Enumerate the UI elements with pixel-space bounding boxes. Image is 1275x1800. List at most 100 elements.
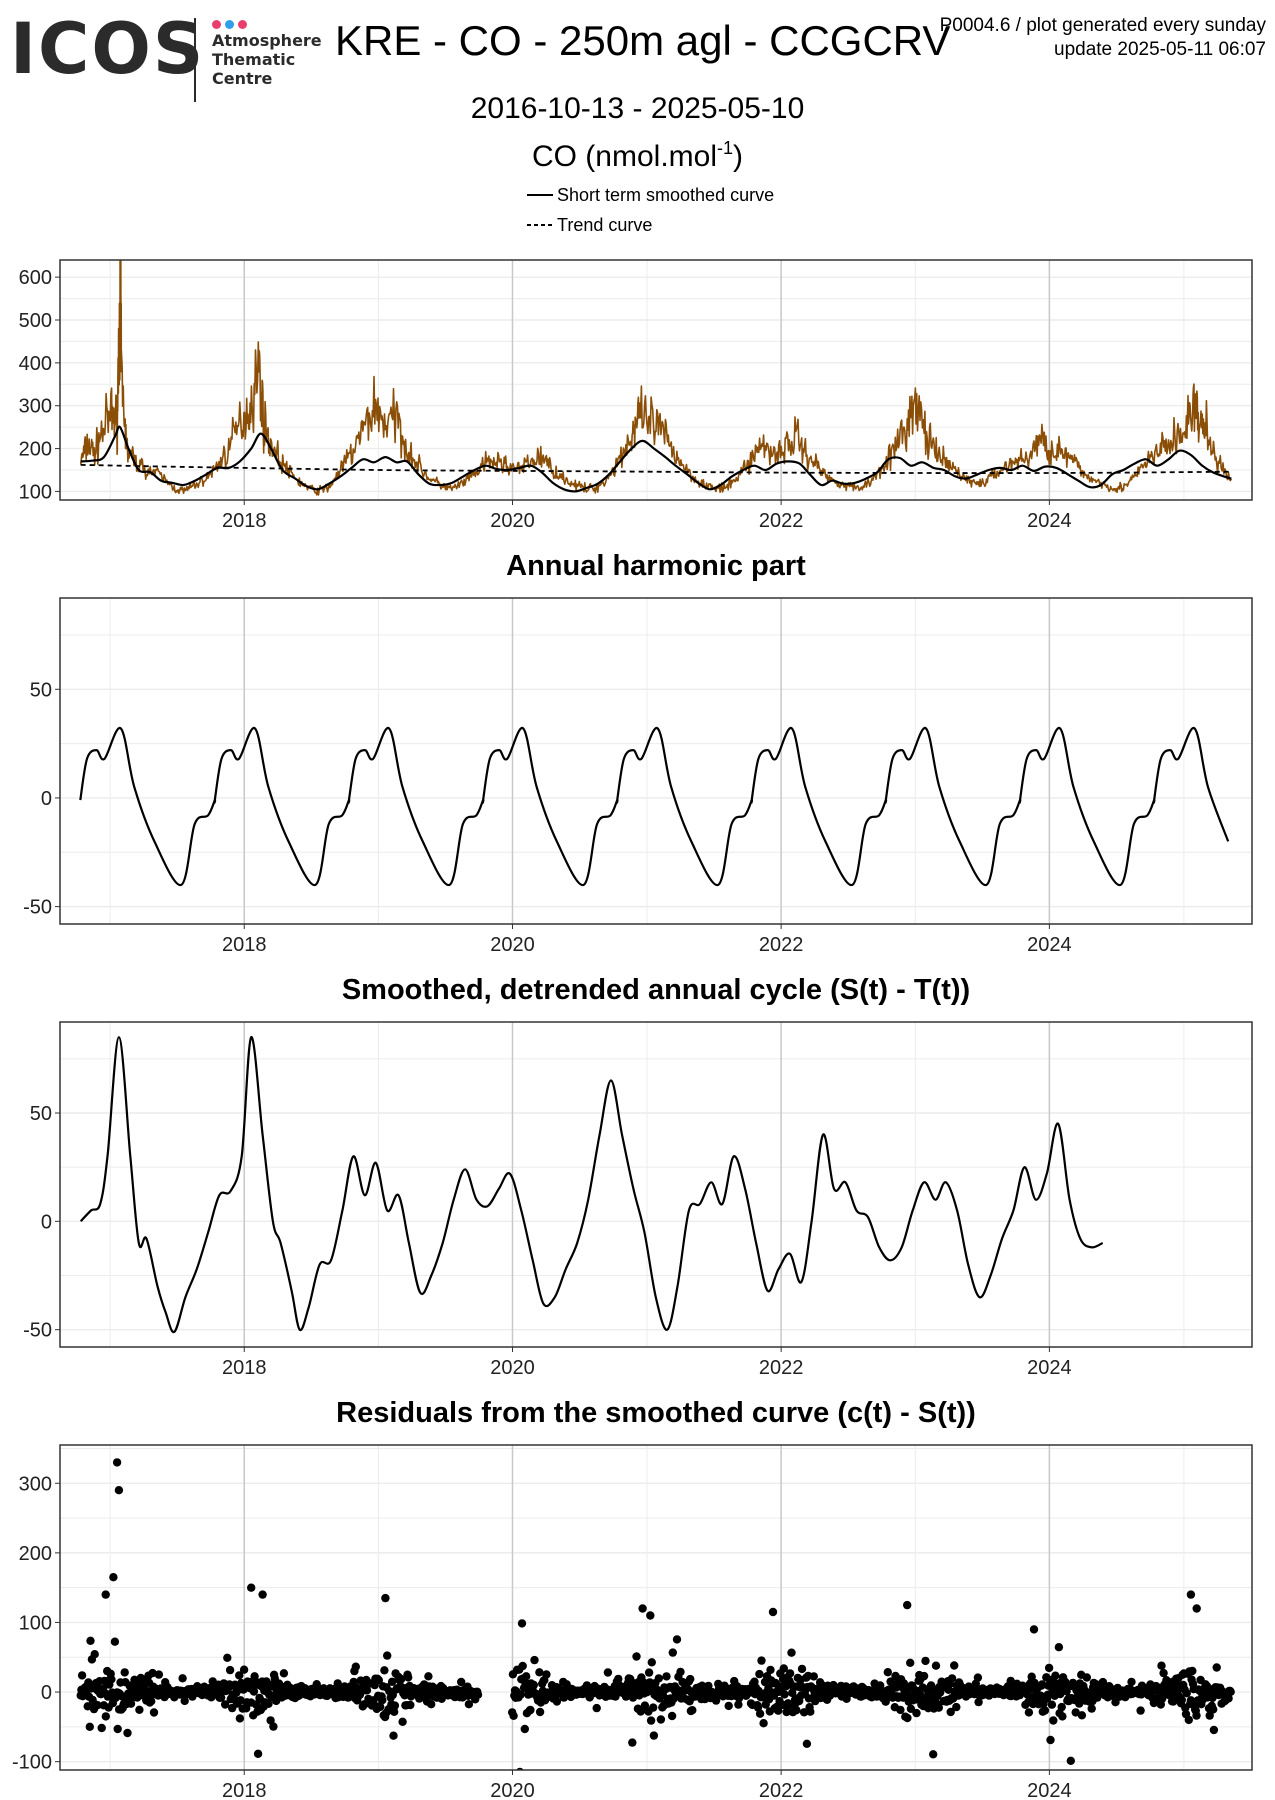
residual-point xyxy=(389,1731,398,1740)
residual-point xyxy=(1024,1708,1034,1717)
residual-point xyxy=(919,1671,929,1681)
legend-label-trend: Trend curve xyxy=(557,214,653,235)
residual-point xyxy=(1209,1705,1218,1714)
residual-point xyxy=(632,1652,641,1661)
solid-line-icon xyxy=(527,194,553,196)
residual-point xyxy=(603,1668,613,1677)
residual-point xyxy=(906,1658,915,1668)
chart-panel-1: 100 200 300 400 500 600 2018 2020 2022 2024 xyxy=(19,259,1253,532)
chart-panel-4: Residuals from the smoothed curve (c(t) … xyxy=(12,1397,1253,1800)
residual-point xyxy=(149,1708,159,1717)
residual-point xyxy=(77,1671,87,1680)
residual-point xyxy=(903,1713,912,1723)
residual-point xyxy=(509,1711,518,1721)
logo-dot-1 xyxy=(212,20,221,29)
residual-outlier-point xyxy=(247,1583,256,1592)
residual-point xyxy=(216,1693,226,1702)
residual-point xyxy=(83,1702,92,1711)
residual-point xyxy=(1049,1716,1058,1725)
y-tick-label: -50 xyxy=(23,897,52,919)
y-tick-label: 100 xyxy=(19,1612,52,1634)
units-label: CO (nmol.mol-1) xyxy=(0,138,1275,174)
residual-point xyxy=(390,1707,399,1717)
y-tick-label: 400 xyxy=(19,353,52,375)
residual-point xyxy=(792,1706,801,1715)
x-tick-label: 2024 xyxy=(1027,934,1072,956)
residual-outlier-point xyxy=(101,1590,110,1599)
residual-point xyxy=(644,1668,654,1677)
residual-point xyxy=(1054,1643,1064,1652)
x-tick-label: 2022 xyxy=(759,934,804,956)
x-tick-label: 2022 xyxy=(759,510,804,532)
units-text: CO (nmol.mol xyxy=(531,140,717,173)
residual-point xyxy=(921,1656,930,1666)
dashed-line-icon xyxy=(527,224,553,226)
residual-point xyxy=(97,1723,106,1733)
logo-divider xyxy=(194,18,196,102)
residual-point xyxy=(376,1702,385,1712)
residual-point xyxy=(530,1655,539,1665)
residual-point xyxy=(931,1661,941,1670)
metadata-line-1: P0004.6 / plot generated every sunday xyxy=(939,15,1266,36)
residual-point xyxy=(535,1668,544,1677)
residual-point xyxy=(667,1711,677,1721)
residual-point xyxy=(351,1662,360,1671)
residual-point xyxy=(755,1709,765,1718)
residual-point xyxy=(686,1674,695,1684)
residual-point xyxy=(383,1651,392,1660)
residual-point xyxy=(85,1722,95,1732)
residual-point xyxy=(1158,1694,1167,1703)
residual-point xyxy=(1157,1661,1166,1670)
chart-panel-2: Annual harmonic part -50 0 50 2018 2020 2022 20… xyxy=(23,550,1253,956)
residual-point xyxy=(1058,1712,1067,1721)
x-tick-label: 2020 xyxy=(490,1357,535,1379)
residual-point xyxy=(785,1669,795,1678)
metadata-line-2: update 2025-05-11 06:07 xyxy=(1054,39,1266,60)
residual-point xyxy=(135,1705,144,1715)
residual-point xyxy=(1066,1756,1076,1766)
residual-point xyxy=(912,1708,921,1718)
residual-point xyxy=(473,1690,483,1699)
residual-point xyxy=(755,1669,764,1679)
residual-point xyxy=(516,1690,525,1699)
residual-point xyxy=(883,1668,892,1677)
y-tick-label: 50 xyxy=(30,1103,52,1125)
residual-outlier-point xyxy=(381,1593,390,1603)
residual-point xyxy=(672,1635,682,1644)
residual-outlier-point xyxy=(768,1607,778,1617)
residual-outlier-point xyxy=(112,1458,122,1467)
residual-point xyxy=(1077,1711,1087,1720)
units-exponent: -1 xyxy=(717,138,734,158)
panel-title: Annual harmonic part xyxy=(506,550,806,582)
residual-point xyxy=(974,1697,983,1707)
y-tick-label: -100 xyxy=(12,1752,52,1774)
residual-point xyxy=(253,1749,263,1759)
residual-point xyxy=(362,1686,372,1695)
residual-point xyxy=(147,1697,156,1706)
residual-point xyxy=(1205,1711,1214,1720)
residual-point xyxy=(779,1664,788,1673)
panel-title: Smoothed, detrended annual cycle (S(t) -… xyxy=(342,974,970,1006)
x-tick-label: 2018 xyxy=(222,1357,267,1379)
residual-point xyxy=(520,1724,529,1734)
x-tick-label: 2024 xyxy=(1027,1357,1072,1379)
plot-area xyxy=(79,260,1233,496)
residual-point xyxy=(676,1667,685,1677)
residual-point xyxy=(178,1674,187,1683)
residual-point xyxy=(1188,1666,1197,1676)
chart-header: ICOS Atmosphere Thematic Centre KRE - CO… xyxy=(0,0,1275,240)
residual-point xyxy=(950,1661,959,1670)
y-tick-label: 100 xyxy=(19,481,52,503)
chart-panel-3: Smoothed, detrended annual cycle (S(t) -… xyxy=(23,974,1253,1379)
logo-line-2: Thematic xyxy=(212,50,296,69)
residual-point xyxy=(269,1722,278,1731)
date-range: 2016-10-13 - 2025-05-10 xyxy=(470,92,805,125)
residual-point xyxy=(427,1700,436,1709)
residual-point xyxy=(724,1701,733,1711)
residual-point xyxy=(397,1674,406,1684)
panel-frame xyxy=(59,597,1253,925)
residual-outlier-point xyxy=(114,1486,124,1495)
residual-point xyxy=(93,1701,102,1710)
x-tick-label: 2022 xyxy=(759,1357,804,1379)
residual-point xyxy=(262,1677,271,1686)
